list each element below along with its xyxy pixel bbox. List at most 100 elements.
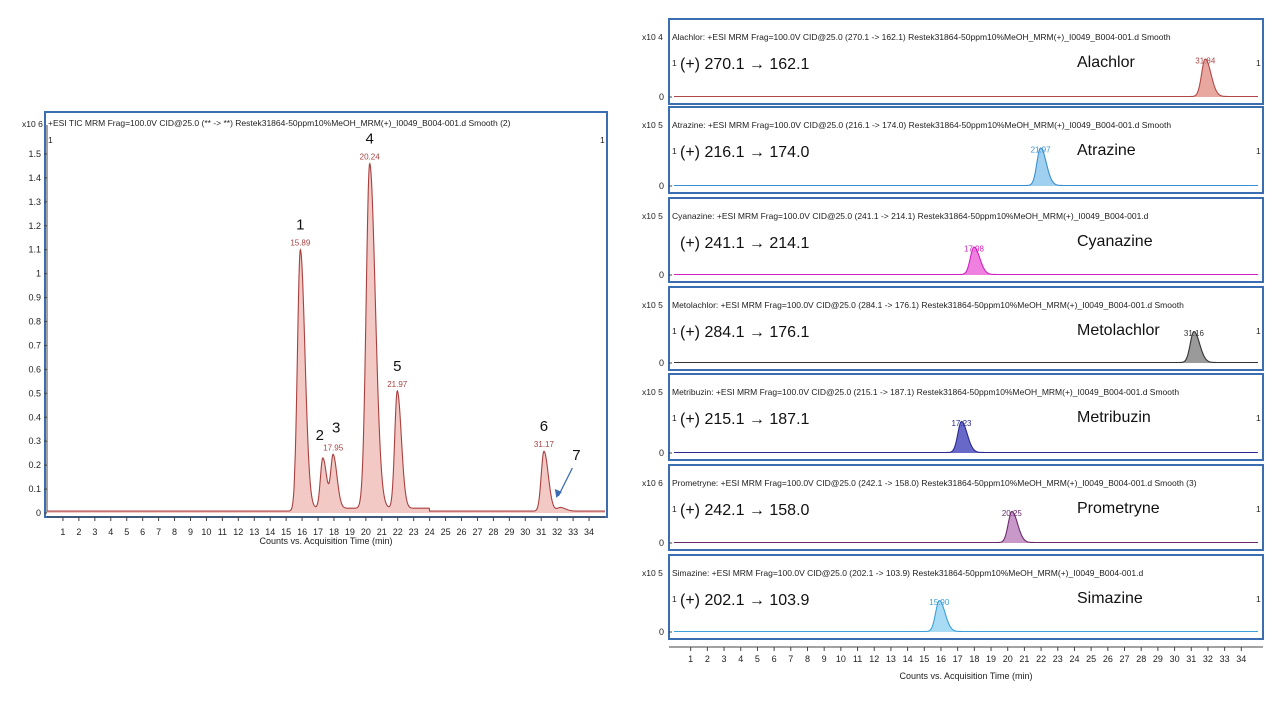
tic-x-tick-label: 11 xyxy=(218,527,227,537)
tic-peak-number: 3 xyxy=(332,419,340,436)
tic-x-tick-label: 16 xyxy=(297,527,307,537)
tic-peak-number: 5 xyxy=(393,358,401,375)
mrm-x-tick-label: 33 xyxy=(1220,654,1230,664)
tic-x-tick-label: 12 xyxy=(233,527,243,537)
tic-x-tick-label: 20 xyxy=(361,527,371,537)
mrm-x-tick-label: 25 xyxy=(1086,654,1096,664)
tic-x-tick-label: 5 xyxy=(124,527,129,537)
tic-y-exponent: x10 6 xyxy=(22,119,43,129)
mrm-peak-rt-label: 21.97 xyxy=(1031,146,1052,155)
mrm-corner-mark-right: 1 xyxy=(1256,146,1261,156)
mrm-corner-mark-left: 1 xyxy=(672,413,677,423)
mrm-peak-rt-label: 31.16 xyxy=(1184,329,1205,338)
mrm-peak-rt-label: 15.90 xyxy=(929,598,950,607)
mrm-panel-frame xyxy=(668,286,1264,371)
mrm-x-tick-label: 6 xyxy=(772,654,777,664)
mrm-x-tick-label: 20 xyxy=(1003,654,1013,664)
tic-x-tick-label: 29 xyxy=(504,527,514,537)
tic-x-tick-label: 4 xyxy=(108,527,113,537)
mrm-x-tick-label: 1 xyxy=(688,654,693,664)
mrm-x-tick-label: 34 xyxy=(1236,654,1246,664)
tic-x-tick-label: 34 xyxy=(584,527,594,537)
tic-y-tick-label: 0 xyxy=(36,508,41,518)
mrm-header: Simazine: +ESI MRM Frag=100.0V CID@25.0 … xyxy=(672,568,1143,578)
tic-corner-mark-right: 1 xyxy=(600,135,605,145)
tic-x-tick-label: 3 xyxy=(92,527,97,537)
tic-x-tick-label: 2 xyxy=(76,527,81,537)
mrm-y-tick-label: 0 xyxy=(659,538,664,548)
mrm-x-tick-label: 28 xyxy=(1136,654,1146,664)
mrm-trace-line xyxy=(674,599,1258,633)
mrm-transition: (+) 215.1 → 187.1 xyxy=(680,411,810,428)
tic-y-tick-label: 0.9 xyxy=(28,293,41,303)
mrm-peak-rt-label: 17.23 xyxy=(951,419,972,428)
mrm-y-exponent: x10 5 xyxy=(642,120,663,130)
tic-x-tick-label: 1 xyxy=(60,527,65,537)
mrm-x-tick-label: 13 xyxy=(886,654,896,664)
mrm-trace-line xyxy=(674,420,1258,454)
mrm-trace-fill xyxy=(674,59,1258,97)
mrm-x-tick-label: 14 xyxy=(903,654,913,664)
mrm-x-tick-label: 31 xyxy=(1186,654,1196,664)
tic-peak-rt-label: 31.17 xyxy=(534,440,555,449)
mrm-trace-fill xyxy=(674,421,1258,453)
mrm-y-exponent: x10 5 xyxy=(642,568,663,578)
tic-x-tick-label: 8 xyxy=(172,527,177,537)
tic-peak-number: 7 xyxy=(572,447,580,464)
mrm-transition: (+) 202.1 → 103.9 xyxy=(680,592,810,609)
tic-x-tick-label: 15 xyxy=(281,527,291,537)
mrm-transition: (+) 241.1 → 214.1 xyxy=(680,235,810,252)
tic-y-tick-label: 0.6 xyxy=(28,364,41,374)
tic-y-tick-label: 0.1 xyxy=(28,484,41,494)
tic-trace-line xyxy=(47,162,605,512)
mrm-x-tick-label: 18 xyxy=(969,654,979,664)
tic-y-tick-label: 0.4 xyxy=(28,412,41,422)
mrm-panel-frame xyxy=(668,106,1264,194)
tic-x-tick-label: 30 xyxy=(520,527,530,537)
tic-y-tick-label: 0.7 xyxy=(28,340,41,350)
mrm-compound-name: Cyanazine xyxy=(1077,233,1153,250)
mrm-transition: (+) 242.1 → 158.0 xyxy=(680,502,810,519)
mrm-compound-name: Atrazine xyxy=(1077,142,1136,159)
tic-x-tick-label: 13 xyxy=(249,527,259,537)
mrm-x-tick-label: 5 xyxy=(755,654,760,664)
mrm-panel-frame xyxy=(668,197,1264,283)
mrm-y-tick-label: 0 xyxy=(659,92,664,102)
mrm-x-tick-label: 23 xyxy=(1053,654,1063,664)
mrm-transition: (+) 270.1 → 162.1 xyxy=(680,56,810,73)
mrm-trace-line xyxy=(674,58,1258,98)
mrm-trace-line xyxy=(674,147,1258,187)
mrm-trace-line xyxy=(674,246,1258,276)
mrm-y-tick-label: 0 xyxy=(659,270,664,280)
tic-x-tick-label: 32 xyxy=(552,527,562,537)
mrm-peak-rt-label: 17.98 xyxy=(964,245,985,254)
tic-x-tick-label: 28 xyxy=(488,527,498,537)
mrm-y-tick-label: 0 xyxy=(659,181,664,191)
tic-x-tick-label: 25 xyxy=(441,527,451,537)
tic-peak-rt-label: 21.97 xyxy=(387,380,408,389)
mrm-header: Metolachlor: +ESI MRM Frag=100.0V CID@25… xyxy=(672,300,1184,310)
mrm-peak-rt-label: 20.25 xyxy=(1002,509,1023,518)
mrm-header: Prometryne: +ESI MRM Frag=100.0V CID@25.… xyxy=(672,478,1197,488)
mrm-x-tick-label: 7 xyxy=(788,654,793,664)
tic-x-tick-label: 26 xyxy=(457,527,467,537)
mrm-corner-mark-right: 1 xyxy=(1256,594,1261,604)
tic-x-axis-label: Counts vs. Acquisition Time (min) xyxy=(259,536,392,546)
mrm-transition: (+) 284.1 → 176.1 xyxy=(680,324,810,341)
tic-x-tick-label: 9 xyxy=(188,527,193,537)
mrm-compound-name: Simazine xyxy=(1077,590,1143,607)
tic-y-tick-label: 0.5 xyxy=(28,388,41,398)
mrm-compound-name: Alachlor xyxy=(1077,54,1135,71)
mrm-y-exponent: x10 5 xyxy=(642,300,663,310)
mrm-trace-line xyxy=(674,510,1258,544)
mrm-y-tick-label: 0 xyxy=(659,358,664,368)
tic-x-tick-label: 19 xyxy=(345,527,355,537)
mrm-trace-fill xyxy=(674,331,1258,363)
tic-y-tick-label: 1.4 xyxy=(28,173,41,183)
tic-x-tick-label: 27 xyxy=(472,527,482,537)
mrm-corner-mark-right: 1 xyxy=(1256,413,1261,423)
tic-y-tick-label: 1.5 xyxy=(28,149,41,159)
tic-peak-number: 6 xyxy=(540,418,548,435)
mrm-panel-frame xyxy=(668,554,1264,640)
